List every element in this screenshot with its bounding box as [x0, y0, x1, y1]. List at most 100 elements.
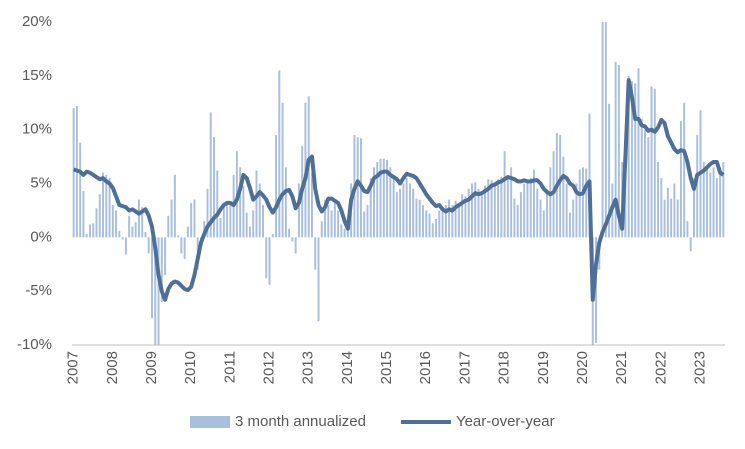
bar — [467, 188, 470, 238]
legend-label: Year-over-year — [456, 413, 555, 430]
bar — [510, 167, 513, 238]
bar — [519, 192, 522, 238]
bar — [386, 159, 389, 238]
bar — [167, 215, 170, 238]
bar — [291, 237, 294, 242]
bar — [164, 237, 167, 276]
bar — [288, 228, 291, 238]
bar — [608, 103, 611, 238]
bar — [382, 158, 385, 238]
bar — [696, 135, 699, 238]
x-tick-label: 2016 — [417, 351, 434, 384]
bar — [565, 183, 568, 238]
bar — [666, 187, 669, 238]
bar — [526, 181, 529, 238]
bar — [85, 234, 88, 238]
bar — [673, 183, 676, 238]
bar — [630, 81, 633, 238]
bar — [493, 182, 496, 238]
bar — [624, 172, 627, 238]
x-tick-label: 2015 — [378, 351, 395, 384]
bar — [506, 177, 509, 238]
bar — [454, 200, 457, 238]
bar — [647, 137, 650, 238]
x-tick-label: 2013 — [300, 351, 317, 384]
bar — [689, 237, 692, 252]
bar — [503, 151, 506, 238]
bar — [124, 237, 127, 255]
bar — [395, 192, 398, 238]
bar — [604, 22, 607, 238]
y-tick-label: -10% — [17, 336, 52, 353]
bar — [523, 183, 526, 238]
bar — [650, 86, 653, 238]
x-tick-label: 2009 — [143, 351, 160, 384]
bar — [151, 237, 153, 319]
bar — [451, 205, 454, 238]
bar — [480, 191, 483, 238]
bar — [516, 205, 519, 238]
bar — [340, 224, 343, 238]
bar — [252, 210, 255, 238]
bar — [549, 167, 552, 238]
bar — [72, 108, 75, 238]
bar — [102, 172, 104, 238]
bar — [562, 156, 565, 238]
bar — [248, 226, 251, 238]
bar — [88, 224, 91, 238]
bar — [402, 183, 405, 238]
bar — [284, 167, 287, 238]
bar — [581, 167, 584, 238]
bar — [242, 185, 245, 238]
x-tick-label: 2021 — [613, 351, 630, 384]
bar — [568, 212, 571, 238]
bar — [702, 161, 705, 238]
bar — [637, 68, 640, 238]
bar — [438, 210, 441, 238]
bar — [131, 226, 134, 238]
bar — [206, 188, 209, 238]
bar — [712, 167, 715, 238]
bar — [281, 102, 284, 238]
bar — [271, 234, 274, 238]
bar — [588, 113, 591, 238]
bar — [137, 199, 140, 238]
bar — [310, 172, 313, 238]
bar — [343, 228, 346, 238]
x-tick-label: 2020 — [574, 351, 591, 384]
x-tick-label: 2018 — [496, 351, 513, 384]
bar — [320, 221, 323, 238]
bar — [160, 237, 163, 302]
bar — [389, 167, 392, 238]
bar — [239, 167, 242, 238]
x-tick-label: 2012 — [261, 351, 278, 384]
bar — [575, 183, 578, 238]
bar — [121, 237, 124, 240]
bar — [644, 129, 646, 238]
bar — [457, 205, 460, 238]
bar — [79, 142, 82, 238]
x-tick-label: 2022 — [652, 351, 669, 384]
bar — [572, 199, 575, 238]
y-tick-label: -5% — [25, 282, 52, 299]
bar — [118, 230, 121, 238]
bar — [500, 177, 503, 238]
bar — [128, 215, 131, 238]
bar — [82, 191, 85, 238]
bar — [497, 179, 500, 238]
bar — [209, 112, 212, 238]
bar — [536, 188, 539, 238]
bar — [317, 237, 320, 322]
bar — [709, 172, 712, 238]
bar — [617, 65, 620, 238]
bar — [422, 205, 424, 238]
bar — [376, 161, 379, 238]
y-tick-label: 0% — [30, 228, 52, 245]
bar — [529, 178, 532, 238]
bar — [392, 178, 395, 238]
bar — [412, 188, 415, 238]
bar — [134, 222, 137, 238]
bar — [513, 198, 516, 238]
x-tick-label: 2014 — [339, 351, 356, 384]
